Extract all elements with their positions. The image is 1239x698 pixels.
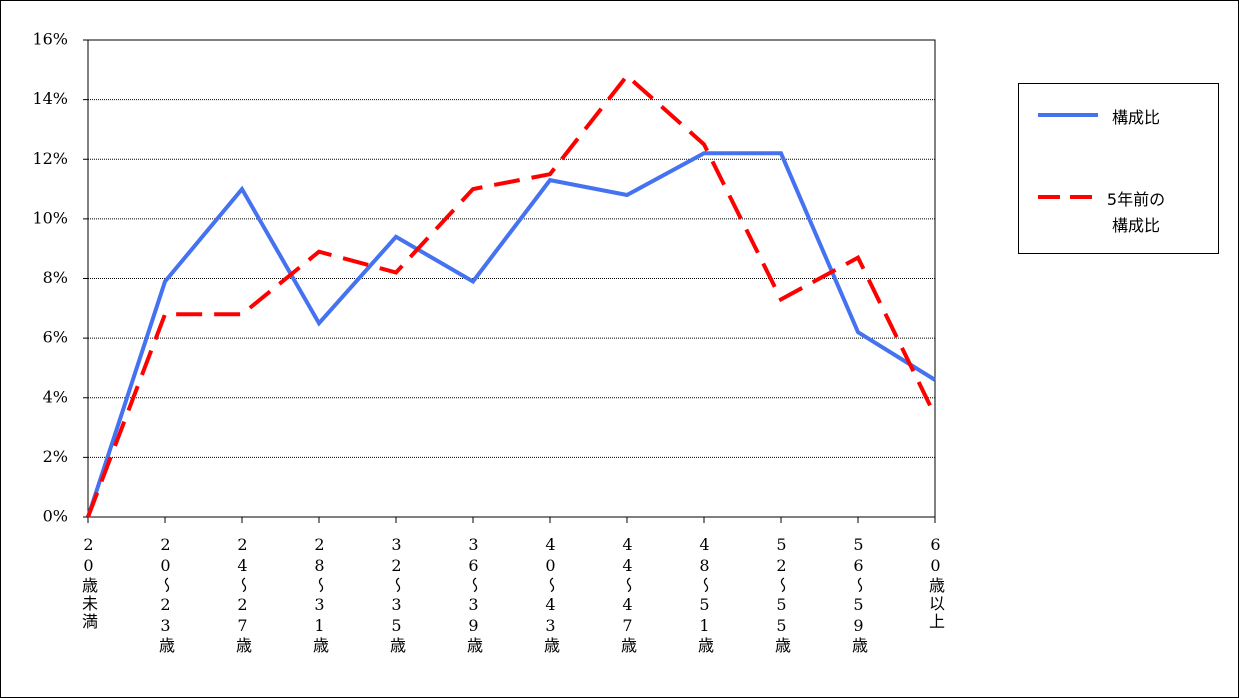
legend-label: 5年前の構成比	[1106, 190, 1166, 235]
x-tick-label: 36～39歳	[464, 535, 483, 655]
x-tick-label: 48～51歳	[695, 535, 714, 655]
legend-label: 構成比	[1111, 108, 1160, 127]
x-tick-label: 20～23歳	[156, 535, 175, 655]
x-tick-label: 40～43歳	[541, 535, 560, 655]
y-tick-label: 16%	[32, 30, 68, 49]
x-tick-label: 24～27歳	[233, 535, 252, 655]
series-line	[86, 151, 937, 518]
x-tick-label: 44～47歳	[618, 535, 637, 655]
y-tick-label: 6%	[43, 328, 68, 347]
y-tick-label: 12%	[32, 149, 68, 168]
y-tick-label: 2%	[43, 447, 68, 466]
y-tick-label: 4%	[43, 387, 68, 406]
y-tick-label: 0%	[43, 507, 68, 526]
x-tick-label: 60歳以上	[926, 535, 945, 631]
x-tick-label: 52～55歳	[772, 535, 791, 655]
y-tick-label: 14%	[32, 89, 68, 108]
x-tick-label: 56～59歳	[849, 535, 868, 655]
series-line	[86, 72, 937, 518]
legend-box	[1018, 83, 1219, 254]
y-tick-label: 10%	[32, 208, 68, 227]
y-tick-label: 8%	[43, 268, 68, 287]
plot-area	[87, 39, 936, 518]
x-tick-label: 32～35歳	[387, 535, 406, 655]
x-tick-label: 20歳未満	[79, 535, 98, 631]
x-tick-label: 28～31歳	[310, 535, 329, 655]
